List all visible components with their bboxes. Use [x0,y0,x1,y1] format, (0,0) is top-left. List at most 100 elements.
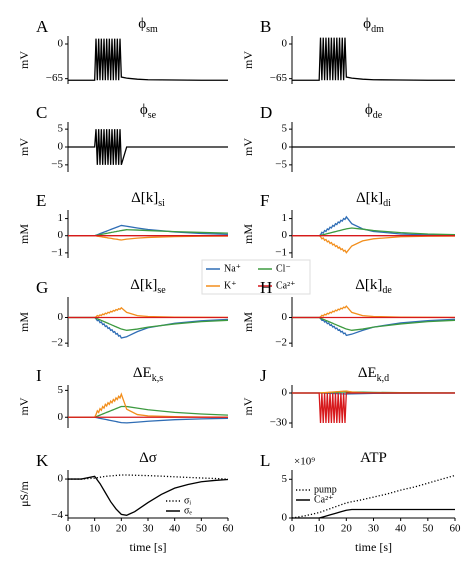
x-tick-label: 20 [116,523,128,535]
title-main: Δ[k] [130,277,157,293]
series-line [292,235,456,254]
y-tick-label: 5 [58,384,64,396]
y-axis-label: μS/m [17,480,31,506]
legend-label: Ca²⁺ [276,280,295,291]
y-tick-label: −1 [275,246,287,258]
panel-label: D [260,103,272,122]
panel-title: ΔEk,s [133,365,163,384]
legend-label: pump [314,484,337,495]
y-tick-label: −65 [46,72,64,84]
y-tick-label: 0 [282,229,288,241]
x-tick-label: 10 [314,523,326,535]
panel-label: I [36,366,42,385]
y-tick-label: 1 [58,212,64,224]
x-tick-label: 60 [223,523,235,535]
panel-title: Δ[k]se [130,277,166,296]
y-tick-label: 0 [58,38,64,50]
y-axis-label: mV [17,138,31,156]
panel-title: ϕsm [138,16,158,35]
x-tick-label: 50 [422,523,434,535]
title-main: Δ[k] [356,190,383,206]
panel-title: ϕdm [363,16,384,35]
scale-label: ×10⁹ [294,456,315,468]
y-axis-label: mV [17,397,31,415]
series-line [68,416,229,424]
title-main: Δ[k] [355,277,382,293]
y-axis-label: mM [17,312,31,332]
panel-title: ϕde [365,102,383,121]
y-axis-label: mV [241,51,255,69]
y-axis-label: mM [241,224,255,244]
series-line [68,392,229,418]
series-line [292,215,456,237]
title-sub: se [157,285,166,296]
title-main: ATP [360,450,387,466]
y-tick-label: −30 [270,417,288,429]
panel-title: Δ[k]di [356,190,391,209]
legend-label: K⁺ [224,280,237,291]
x-tick-label: 40 [169,523,181,535]
title-main: ϕ [363,16,371,32]
x-axis-label: time [s] [355,540,392,554]
title-sub: si [158,198,165,209]
y-tick-label: 5 [58,123,64,135]
panel-title: Δ[k]de [355,277,392,296]
series-line [292,227,456,237]
title-main: Δ[k] [131,190,158,206]
title-main: ϕ [138,16,146,32]
y-tick-label: 1 [282,212,288,224]
series-line [68,316,229,331]
panel-label: H [260,278,272,297]
series-line [292,305,456,319]
title-sub: k,s [152,373,164,384]
y-axis-label: mV [241,138,255,156]
y-tick-label: 0 [58,311,64,323]
x-tick-label: 40 [395,523,407,535]
legend-label: Na⁺ [224,263,241,274]
y-tick-label: 0 [282,512,288,524]
y-tick-label: 0 [58,229,64,241]
title-sub: dm [371,24,384,35]
title-main: ϕ [365,102,373,118]
y-tick-label: −4 [51,509,63,521]
y-tick-label: 5 [282,473,288,485]
panel-title: Δ[k]si [131,190,165,209]
x-tick-label: 30 [368,523,380,535]
title-sub: se [148,110,157,121]
series-line [68,235,229,241]
x-tick-label: 0 [65,523,71,535]
title-sub: di [383,198,391,209]
panel-label: L [260,451,270,470]
panel-title: ΔEk,d [358,365,389,384]
y-tick-label: 0 [282,311,288,323]
legend-label: Cl⁻ [276,263,291,274]
panel-label: F [260,191,269,210]
y-tick-label: −5 [51,158,63,170]
series-line [68,224,229,237]
series-line [68,306,229,319]
x-tick-label: 0 [289,523,295,535]
panel-title: ATP [360,450,387,466]
series-line [68,475,229,516]
x-axis-label: time [s] [130,540,167,554]
panel-title: Δσ [139,450,157,466]
panel-label: E [36,191,46,210]
legend-label: σₑ [184,505,192,516]
series-line [68,129,228,166]
title-sub: k,d [377,373,390,384]
title-sub: de [382,285,392,296]
y-tick-label: 0 [58,411,64,423]
y-axis-label: mM [17,224,31,244]
series-line [292,316,456,331]
series-line [68,405,229,418]
title-main: Δσ [139,450,157,466]
title-sub: de [373,110,383,121]
panel-label: B [260,17,271,36]
series-line [292,508,455,519]
y-tick-label: −2 [51,337,63,349]
title-main: ΔE [133,365,152,381]
y-tick-label: 0 [58,473,64,485]
series-line [292,37,455,81]
y-tick-label: 0 [282,141,288,153]
